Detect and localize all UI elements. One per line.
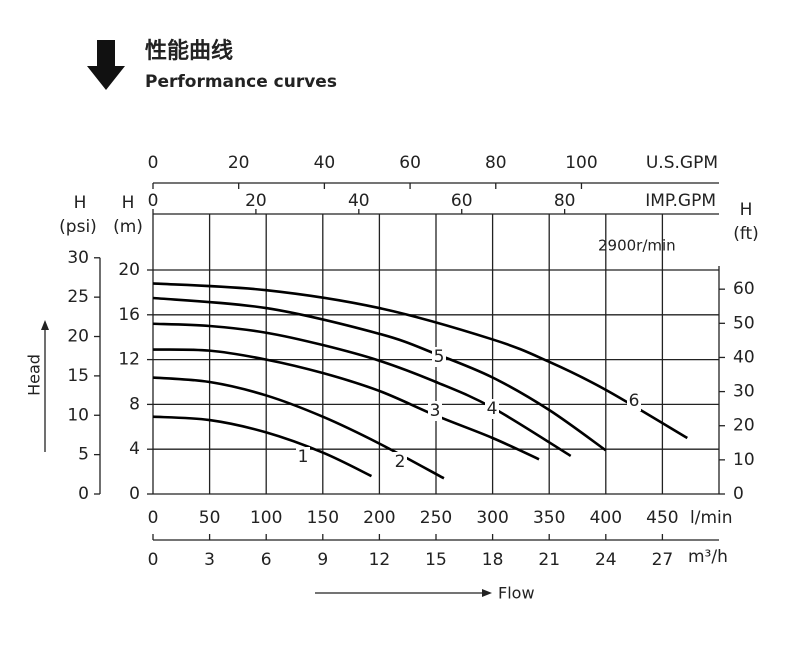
chart-subtitle: Performance curves [145, 72, 337, 92]
y-tick-label: 16 [118, 305, 140, 325]
imp-gpm-tick-label: 60 [451, 191, 473, 211]
m-symbol: H [122, 193, 135, 213]
x-tick-label: 50 [199, 508, 221, 528]
x-tick-label: 100 [250, 508, 282, 528]
flow-arrow-head [482, 589, 492, 597]
ft-tick-label: 50 [733, 313, 755, 333]
us-gpm-tick-label: 60 [399, 153, 421, 173]
us-gpm-tick-label: 0 [148, 153, 159, 173]
curve-label: 2 [395, 452, 406, 472]
psi-tick-label: 20 [67, 327, 89, 347]
imp-gpm-tick-label: 20 [245, 191, 267, 211]
psi-tick-label: 0 [78, 484, 89, 504]
y-tick-label: 12 [118, 350, 140, 370]
ft-tick-label: 60 [733, 279, 755, 299]
down-arrow-icon [87, 40, 125, 90]
m3h-tick-label: 0 [148, 550, 159, 570]
m-unit: (m) [113, 217, 143, 237]
imp-gpm-tick-label: 0 [148, 191, 159, 211]
lmin-unit: l/min [690, 508, 733, 528]
psi-unit: (psi) [59, 217, 97, 237]
imp-gpm-tick-label: 40 [348, 191, 370, 211]
chart-title: 性能曲线 [145, 38, 233, 64]
ft-tick-label: 20 [733, 416, 755, 436]
curve [152, 282, 688, 440]
curve-label-bg [627, 391, 641, 411]
m3h-tick-label: 18 [482, 550, 504, 570]
m3h-tick-label: 3 [204, 550, 215, 570]
ft-tick-label: 40 [733, 347, 755, 367]
head-arrow-head [41, 320, 49, 330]
m3h-tick-label: 27 [652, 550, 674, 570]
y-axis-label: Head [25, 354, 44, 396]
m3h-tick-label: 24 [595, 550, 617, 570]
annotation: 2900r/min [598, 237, 676, 255]
us-gpm-unit: U.S.GPM [646, 153, 718, 173]
curve-label: 6 [629, 391, 640, 411]
y-tick-label: 8 [129, 394, 140, 414]
x-axis-label: Flow [498, 584, 535, 603]
imp-gpm-tick-label: 80 [554, 191, 576, 211]
curve [152, 415, 373, 478]
psi-tick-label: 15 [67, 366, 89, 386]
y-tick-label: 0 [129, 484, 140, 504]
psi-tick-label: 10 [67, 405, 89, 425]
x-tick-label: 150 [307, 508, 339, 528]
curve [152, 348, 540, 461]
y-tick-label: 4 [129, 439, 140, 459]
psi-symbol: H [74, 193, 87, 213]
curve-label: 4 [487, 399, 498, 419]
curve-label-bg [296, 447, 310, 467]
x-tick-label: 400 [590, 508, 622, 528]
curve-label-bg [393, 452, 407, 472]
curve-label-bg [432, 347, 446, 367]
x-tick-label: 250 [420, 508, 452, 528]
imp-gpm-unit: IMP.GPM [645, 191, 716, 211]
curve [152, 376, 445, 480]
ft-tick-label: 10 [733, 450, 755, 470]
m3h-unit: m³/h [688, 547, 728, 567]
ft-unit: (ft) [733, 224, 759, 244]
psi-tick-label: 30 [67, 248, 89, 268]
curve-label: 1 [298, 447, 309, 467]
ft-tick-label: 30 [733, 382, 755, 402]
m3h-tick-label: 15 [425, 550, 447, 570]
m3h-tick-label: 6 [261, 550, 272, 570]
x-tick-label: 0 [148, 508, 159, 528]
curve-label-bg [428, 401, 442, 421]
x-tick-label: 300 [476, 508, 508, 528]
ft-tick-label: 0 [733, 484, 744, 504]
curve-label-bg [485, 399, 499, 419]
x-tick-label: 200 [363, 508, 395, 528]
ft-symbol: H [740, 200, 753, 220]
psi-tick-label: 25 [67, 287, 89, 307]
y-tick-label: 20 [118, 260, 140, 280]
curve [152, 296, 607, 452]
x-tick-label: 450 [646, 508, 678, 528]
m3h-tick-label: 9 [317, 550, 328, 570]
m3h-tick-label: 12 [369, 550, 391, 570]
m3h-tick-label: 21 [538, 550, 560, 570]
curve-label: 5 [434, 347, 445, 367]
curve-label: 3 [430, 401, 441, 421]
us-gpm-tick-label: 20 [228, 153, 250, 173]
x-tick-label: 350 [533, 508, 565, 528]
us-gpm-tick-label: 100 [565, 153, 597, 173]
us-gpm-tick-label: 80 [485, 153, 507, 173]
us-gpm-tick-label: 40 [314, 153, 336, 173]
psi-tick-label: 5 [78, 445, 89, 465]
